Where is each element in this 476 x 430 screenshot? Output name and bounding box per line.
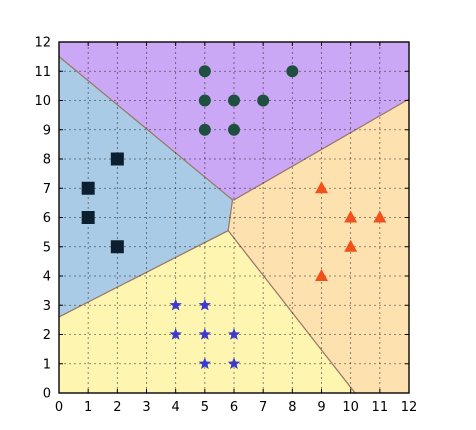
- y-tick-label: 7: [43, 182, 51, 197]
- y-tick-label: 8: [43, 153, 51, 168]
- x-tick-label: 6: [230, 400, 238, 415]
- y-tick-label: 1: [43, 357, 51, 372]
- triangle-point: [344, 239, 358, 252]
- star-point: [227, 328, 241, 340]
- y-tick-label: 5: [43, 240, 51, 255]
- circle-point: [228, 94, 240, 107]
- star-point: [169, 298, 182, 311]
- square-point: [81, 211, 95, 224]
- decision-regions: [58, 41, 410, 394]
- star-point: [227, 357, 241, 370]
- x-tick-label: 7: [259, 400, 267, 415]
- y-tick-label: 3: [43, 299, 51, 314]
- square-point: [110, 152, 124, 166]
- y-tick-label: 11: [34, 65, 51, 80]
- triangle-point: [373, 210, 387, 223]
- tick-marks: [58, 41, 410, 394]
- y-tick-label: 2: [43, 328, 51, 343]
- x-tick-label: 9: [317, 400, 325, 415]
- y-tick-label: 4: [43, 270, 51, 285]
- x-tick-label: 12: [401, 400, 418, 415]
- x-tick-label: 3: [142, 400, 150, 415]
- star-point: [198, 357, 212, 370]
- star-point: [198, 328, 212, 340]
- x-tick-label: 4: [172, 400, 180, 415]
- triangle-point: [315, 269, 328, 281]
- star-point: [169, 328, 182, 340]
- circle-point: [198, 123, 211, 136]
- x-tick-label: 2: [113, 400, 121, 415]
- star-point: [198, 298, 212, 311]
- square-point: [110, 240, 124, 254]
- triangle-point: [344, 210, 358, 223]
- y-tick-label: 10: [34, 94, 51, 109]
- y-tick-label: 9: [43, 123, 51, 138]
- circle-point: [198, 94, 211, 107]
- circle-point: [257, 94, 270, 107]
- triangle-point: [315, 181, 328, 194]
- y-tick-label: 12: [34, 36, 51, 51]
- x-tick-label: 10: [342, 400, 359, 415]
- square-point: [81, 181, 95, 195]
- y-tick-label: 6: [43, 211, 51, 226]
- x-tick-label: 5: [201, 400, 209, 415]
- circle-point: [228, 123, 240, 136]
- circle-point: [198, 65, 211, 78]
- y-tick-label: 0: [43, 387, 51, 402]
- x-tick-label: 0: [55, 400, 63, 415]
- x-tick-label: 8: [288, 400, 296, 415]
- x-tick-label: 11: [372, 400, 389, 415]
- x-tick-label: 1: [84, 400, 92, 415]
- circle-point: [286, 65, 299, 78]
- x-tick-labels: 0 1 2 3 4 5 6 7 8 9 10 11 12: [55, 400, 417, 415]
- data-points: [81, 65, 387, 370]
